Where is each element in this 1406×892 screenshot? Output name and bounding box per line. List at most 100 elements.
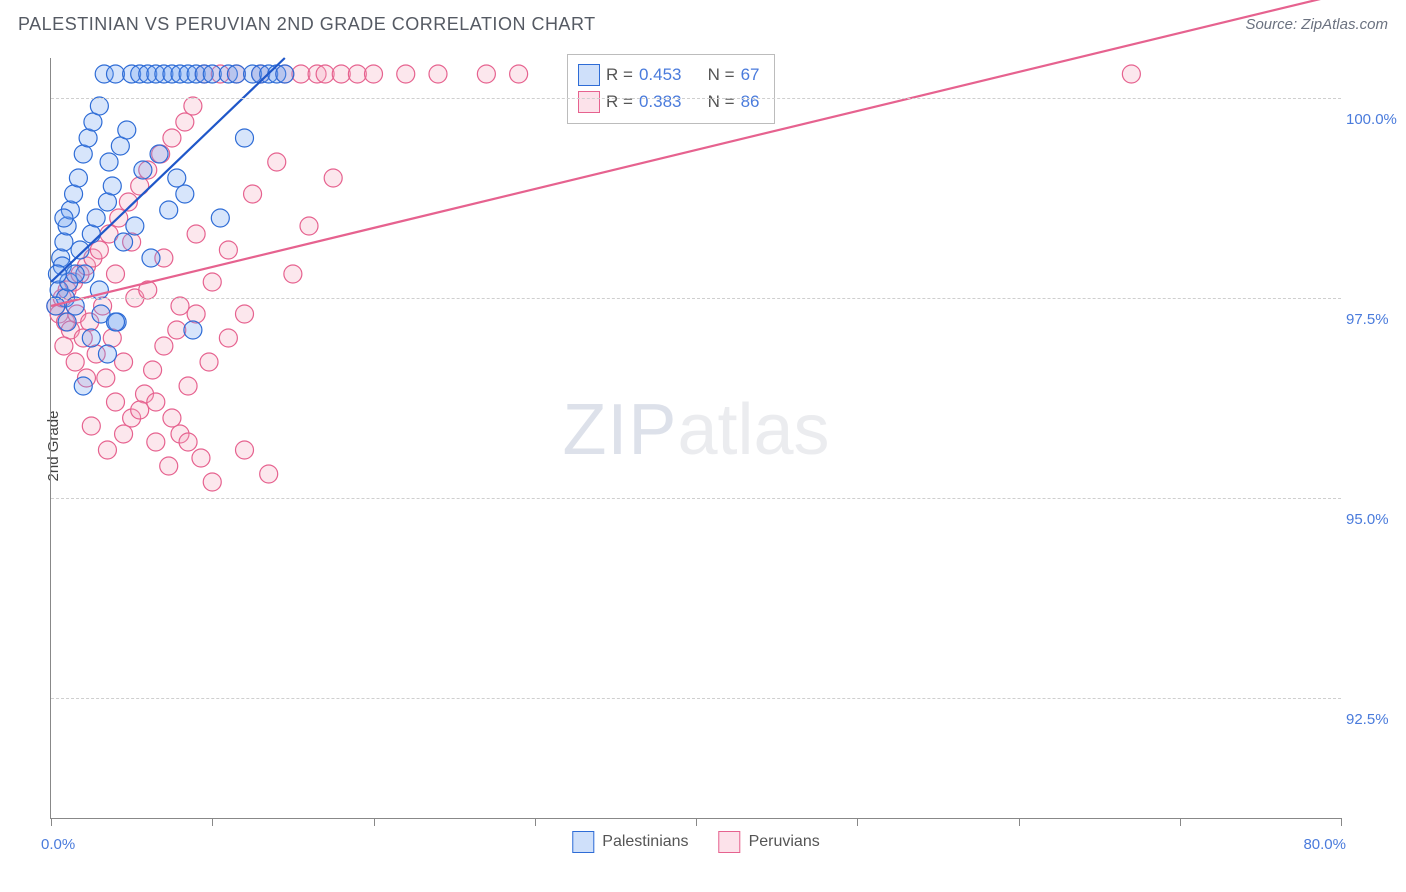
data-point: [131, 401, 149, 419]
data-point: [236, 305, 254, 323]
data-point: [147, 433, 165, 451]
data-point: [55, 209, 73, 227]
data-point: [74, 377, 92, 395]
data-point: [69, 169, 87, 187]
legend-r-value: 0.383: [639, 88, 682, 115]
data-point: [107, 393, 125, 411]
data-point: [276, 65, 294, 83]
legend-n-label: N =: [708, 88, 735, 115]
data-point: [82, 225, 100, 243]
x-axis-max-label: 80.0%: [1303, 836, 1346, 853]
series-legend-item: Peruvians: [719, 831, 820, 853]
data-point: [103, 177, 121, 195]
series-name: Palestinians: [602, 833, 688, 851]
data-point: [219, 329, 237, 347]
data-point: [203, 65, 221, 83]
grid-line: 92.5%: [51, 698, 1341, 699]
data-point: [236, 441, 254, 459]
data-point: [176, 185, 194, 203]
data-point: [244, 185, 262, 203]
chart-title: PALESTINIAN VS PERUVIAN 2ND GRADE CORREL…: [18, 14, 596, 35]
data-point: [107, 265, 125, 283]
data-point: [284, 265, 302, 283]
x-tick: [535, 818, 536, 826]
data-point: [300, 217, 318, 235]
x-tick: [696, 818, 697, 826]
data-point: [348, 65, 366, 83]
data-point: [200, 353, 218, 371]
legend-swatch: [578, 64, 600, 86]
x-tick: [857, 818, 858, 826]
data-point: [324, 169, 342, 187]
legend-swatch: [578, 91, 600, 113]
data-point: [98, 441, 116, 459]
grid-line: 100.0%: [51, 98, 1341, 99]
chart-header: PALESTINIAN VS PERUVIAN 2ND GRADE CORREL…: [0, 0, 1406, 48]
data-point: [87, 209, 105, 227]
data-point: [115, 353, 133, 371]
data-point: [90, 241, 108, 259]
data-point: [107, 65, 125, 83]
data-point: [48, 265, 66, 283]
legend-n-label: N =: [708, 61, 735, 88]
data-point: [163, 409, 181, 427]
legend-n-value: 86: [741, 88, 760, 115]
data-point: [163, 129, 181, 147]
data-point: [126, 217, 144, 235]
data-point: [187, 305, 205, 323]
data-point: [147, 393, 165, 411]
data-point: [179, 377, 197, 395]
data-point: [365, 65, 383, 83]
data-point: [332, 65, 350, 83]
data-point: [47, 297, 65, 315]
data-point: [184, 321, 202, 339]
data-point: [55, 233, 73, 251]
series-legend: Palestinians Peruvians: [572, 831, 819, 853]
data-point: [429, 65, 447, 83]
data-point: [58, 313, 76, 331]
data-point: [184, 97, 202, 115]
x-tick: [374, 818, 375, 826]
plot-area: ZIPatlas 0.0% 80.0% R = 0.453 N = 67R = …: [50, 58, 1341, 819]
x-tick: [212, 818, 213, 826]
data-point: [90, 97, 108, 115]
x-tick: [1019, 818, 1020, 826]
legend-r-label: R =: [606, 61, 633, 88]
data-point: [510, 65, 528, 83]
x-axis-min-label: 0.0%: [41, 836, 75, 853]
legend-row: R = 0.453 N = 67: [578, 61, 760, 88]
data-point: [111, 137, 129, 155]
data-point: [179, 433, 197, 451]
data-point: [98, 193, 116, 211]
x-tick: [1180, 818, 1181, 826]
data-point: [203, 473, 221, 491]
data-point: [168, 169, 186, 187]
data-point: [79, 129, 97, 147]
data-point: [1122, 65, 1140, 83]
data-point: [268, 153, 286, 171]
data-point: [187, 225, 205, 243]
data-point: [192, 449, 210, 467]
data-point: [227, 65, 245, 83]
data-point: [236, 129, 254, 147]
legend-r-value: 0.453: [639, 61, 682, 88]
data-point: [477, 65, 495, 83]
y-tick-label: 97.5%: [1346, 311, 1401, 328]
legend-r-label: R =: [606, 88, 633, 115]
y-tick-label: 95.0%: [1346, 511, 1401, 528]
data-point: [66, 353, 84, 371]
data-point: [160, 201, 178, 219]
data-point: [115, 425, 133, 443]
data-point: [176, 113, 194, 131]
data-point: [160, 457, 178, 475]
data-point: [82, 417, 100, 435]
grid-line: 97.5%: [51, 298, 1341, 299]
data-point: [260, 465, 278, 483]
legend-row: R = 0.383 N = 86: [578, 88, 760, 115]
legend-n-value: 67: [741, 61, 760, 88]
data-point: [55, 337, 73, 355]
y-tick-label: 100.0%: [1346, 111, 1401, 128]
data-point: [107, 313, 125, 331]
x-tick: [1341, 818, 1342, 826]
data-point: [74, 145, 92, 163]
